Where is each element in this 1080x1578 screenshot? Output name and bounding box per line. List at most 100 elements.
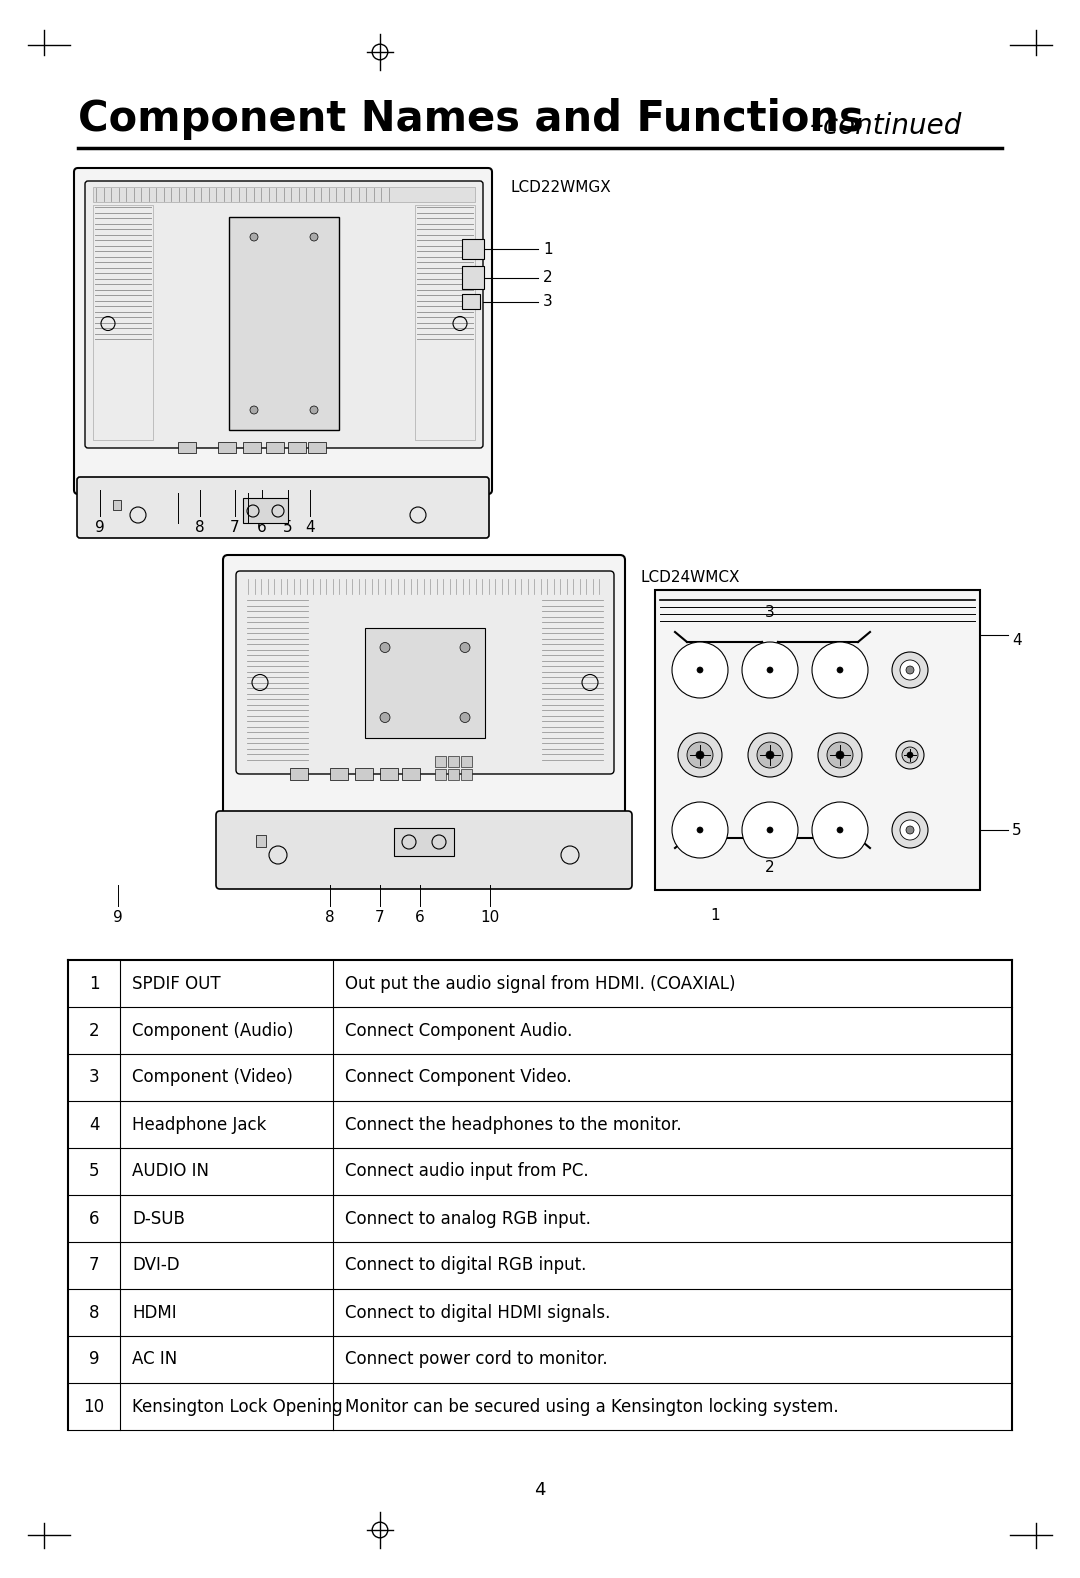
Circle shape: [310, 406, 318, 413]
Circle shape: [748, 808, 792, 852]
Circle shape: [818, 734, 862, 776]
Text: 3: 3: [543, 294, 553, 309]
Circle shape: [902, 746, 918, 764]
Bar: [435, 768, 446, 780]
Text: D-SUB: D-SUB: [132, 1209, 185, 1228]
Text: 6: 6: [257, 521, 267, 535]
FancyBboxPatch shape: [216, 811, 632, 888]
Circle shape: [836, 751, 843, 759]
Circle shape: [753, 813, 787, 847]
Circle shape: [678, 649, 723, 693]
FancyBboxPatch shape: [222, 555, 625, 825]
Bar: [462, 267, 484, 289]
Text: 8: 8: [89, 1303, 99, 1321]
Text: 5: 5: [283, 521, 293, 535]
Circle shape: [766, 751, 774, 759]
Text: 7: 7: [89, 1256, 99, 1275]
Text: SPDIF OUT: SPDIF OUT: [132, 975, 220, 993]
Circle shape: [688, 658, 712, 682]
Text: Monitor can be secured using a Kensington locking system.: Monitor can be secured using a Kensingto…: [345, 1398, 839, 1415]
Bar: [448, 756, 459, 767]
Circle shape: [249, 406, 258, 413]
Text: 2: 2: [766, 860, 774, 874]
Text: Connect power cord to monitor.: Connect power cord to monitor.: [345, 1351, 608, 1368]
Text: 3: 3: [89, 1068, 99, 1087]
Circle shape: [818, 808, 862, 852]
Circle shape: [693, 663, 707, 677]
Bar: [462, 294, 480, 309]
Text: 1: 1: [711, 907, 719, 923]
Circle shape: [833, 824, 847, 836]
Circle shape: [837, 667, 843, 672]
Text: 3: 3: [765, 604, 774, 620]
Circle shape: [683, 653, 717, 686]
Circle shape: [697, 827, 703, 833]
Text: Kensington Lock Opening: Kensington Lock Opening: [132, 1398, 342, 1415]
Circle shape: [837, 667, 843, 672]
Circle shape: [249, 234, 258, 241]
Circle shape: [380, 642, 390, 652]
Text: 1: 1: [543, 241, 553, 257]
Circle shape: [742, 802, 798, 858]
Circle shape: [900, 821, 920, 839]
Text: LCD24WMCX: LCD24WMCX: [640, 570, 740, 585]
Circle shape: [310, 234, 318, 241]
Circle shape: [892, 813, 928, 847]
Circle shape: [672, 642, 728, 697]
Bar: [93, 188, 475, 202]
Circle shape: [697, 667, 703, 672]
Circle shape: [812, 642, 868, 697]
Text: Out put the audio signal from HDMI. (COAXIAL): Out put the audio signal from HDMI. (COA…: [345, 975, 735, 993]
Text: HDMI: HDMI: [132, 1303, 177, 1321]
Text: AC IN: AC IN: [132, 1351, 177, 1368]
Circle shape: [460, 642, 470, 652]
Bar: [461, 768, 472, 780]
Text: 5: 5: [89, 1163, 99, 1180]
Bar: [462, 238, 484, 259]
FancyBboxPatch shape: [237, 571, 615, 773]
Circle shape: [688, 817, 712, 843]
Text: 9: 9: [89, 1351, 99, 1368]
Circle shape: [696, 751, 704, 759]
Text: Connect the headphones to the monitor.: Connect the headphones to the monitor.: [345, 1116, 681, 1133]
Circle shape: [767, 667, 773, 672]
Text: 4: 4: [1012, 633, 1022, 647]
Circle shape: [767, 827, 773, 833]
Text: 4: 4: [306, 521, 314, 535]
Text: Component Names and Functions: Component Names and Functions: [78, 98, 864, 140]
Text: Component (Audio): Component (Audio): [132, 1021, 294, 1040]
Circle shape: [678, 808, 723, 852]
Bar: [448, 768, 459, 780]
Text: LCD22WMGX: LCD22WMGX: [510, 180, 611, 196]
Circle shape: [757, 742, 783, 768]
Text: Connect Component Video.: Connect Component Video.: [345, 1068, 571, 1087]
Circle shape: [380, 713, 390, 723]
Circle shape: [818, 649, 862, 693]
Text: Headphone Jack: Headphone Jack: [132, 1116, 267, 1133]
Bar: [288, 442, 306, 453]
Text: AUDIO IN: AUDIO IN: [132, 1163, 210, 1180]
FancyBboxPatch shape: [75, 167, 492, 494]
Circle shape: [697, 667, 703, 672]
Bar: [93, 205, 153, 440]
Text: Connect audio input from PC.: Connect audio input from PC.: [345, 1163, 589, 1180]
Circle shape: [758, 658, 782, 682]
Bar: [256, 835, 266, 847]
Circle shape: [827, 742, 853, 768]
FancyBboxPatch shape: [85, 181, 483, 448]
Circle shape: [900, 660, 920, 680]
Circle shape: [762, 824, 777, 836]
Bar: [308, 442, 326, 453]
Bar: [415, 205, 475, 440]
Text: 7: 7: [230, 521, 240, 535]
Circle shape: [742, 642, 798, 697]
Circle shape: [762, 663, 777, 677]
Bar: [402, 768, 420, 780]
Text: 6: 6: [89, 1209, 99, 1228]
Bar: [229, 218, 339, 429]
Text: –continued: –continued: [810, 112, 962, 140]
Circle shape: [812, 802, 868, 858]
Circle shape: [687, 742, 713, 768]
Circle shape: [683, 813, 717, 847]
Circle shape: [896, 742, 924, 768]
